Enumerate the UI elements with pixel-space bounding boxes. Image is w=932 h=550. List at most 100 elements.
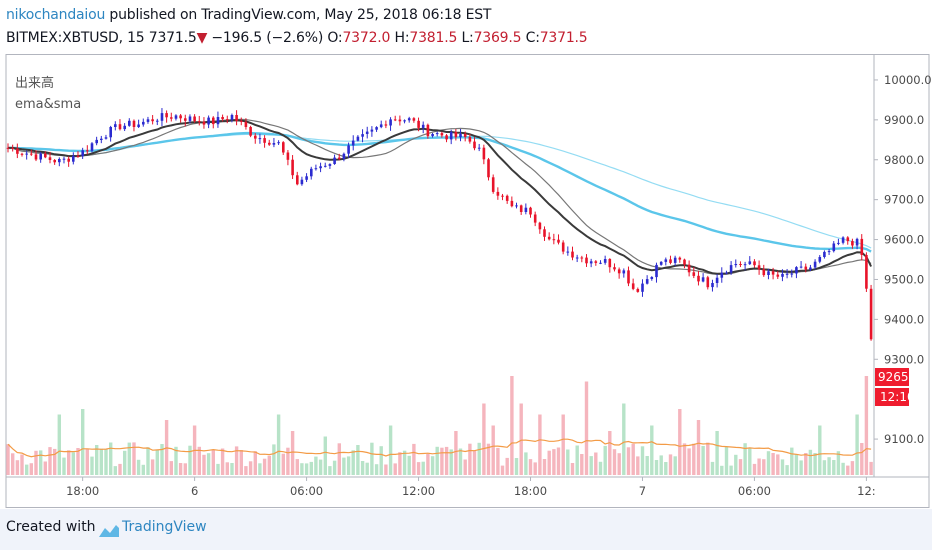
candle-down: [151, 119, 154, 122]
volume-bar: [645, 456, 649, 475]
candle-down: [393, 119, 397, 121]
candle-down: [771, 271, 775, 275]
candle-up: [435, 133, 439, 135]
candle-down: [48, 157, 52, 160]
volume-bar: [813, 453, 817, 475]
volume-bar: [202, 454, 206, 475]
candle-down: [67, 158, 70, 162]
volume-bar: [244, 466, 248, 475]
candle-down: [496, 191, 500, 196]
candle-up: [81, 150, 84, 157]
price-tick-label: 10000.0: [884, 73, 932, 87]
volume-bar: [328, 466, 332, 475]
candle-up: [477, 147, 481, 149]
candle-down: [557, 239, 560, 243]
candle-up: [767, 271, 770, 275]
candle-up: [314, 168, 318, 170]
volume-bar: [15, 460, 20, 475]
created-with-text: Created with: [6, 519, 96, 535]
timer-badge-text: 12:10: [880, 390, 915, 404]
volume-bar: [118, 463, 122, 475]
volume-bar: [430, 456, 435, 475]
candle-up: [403, 120, 406, 122]
volume-bar: [785, 465, 789, 475]
volume-bar: [309, 461, 313, 475]
volume-bar: [262, 458, 267, 475]
candle-up: [230, 115, 234, 120]
volume-bar: [337, 443, 341, 475]
last-price: 7371.5: [148, 30, 197, 46]
candle-up: [748, 261, 752, 265]
candle-up: [174, 115, 178, 119]
volume-bar: [220, 448, 225, 475]
price-chart[interactable]: 10000.0 9900.0 9800.0 9700.0 9600.0 9500.0 940…: [0, 54, 932, 509]
volume-bar: [808, 449, 813, 475]
tradingview-logo-icon[interactable]: [98, 524, 120, 538]
volume-bar: [440, 447, 444, 475]
high-value: 7381.5: [409, 30, 458, 46]
candle-down: [118, 124, 122, 130]
candle-down: [692, 272, 696, 276]
volume-bar: [510, 376, 514, 475]
price-tick-label: 9400.0: [884, 312, 924, 326]
chart-frame: [5, 54, 930, 508]
volume-bar: [477, 442, 481, 475]
candle-up: [515, 205, 518, 207]
volume-bar: [300, 463, 304, 475]
volume-bar: [20, 454, 24, 475]
candle-down: [34, 154, 38, 160]
candle-up: [356, 136, 360, 141]
candle-up: [310, 168, 313, 177]
low-label: L:: [461, 30, 474, 46]
price-badge-text: 9265.5: [878, 370, 920, 384]
candle-down: [170, 117, 173, 119]
candle-down: [468, 137, 472, 142]
volume-bar: [766, 451, 771, 475]
volume-bar: [463, 459, 467, 475]
volume-bar: [603, 445, 607, 475]
candle-up: [146, 119, 150, 122]
volume-bar: [556, 447, 561, 475]
tradingview-brand-link[interactable]: TradingView: [122, 519, 207, 535]
candle-up: [328, 164, 332, 166]
candle-down: [613, 267, 616, 270]
author-link[interactable]: nikochandaiou: [6, 7, 106, 23]
volume-bar: [533, 462, 537, 475]
candle-down: [491, 177, 495, 192]
volume-bar: [640, 446, 645, 475]
volume-bar: [398, 452, 402, 475]
candle-up: [715, 277, 719, 283]
volume-bar: [668, 454, 673, 475]
publish-line: nikochandaiou published on TradingView.c…: [6, 7, 491, 23]
candle-up: [216, 117, 220, 125]
candle-down: [753, 261, 756, 266]
time-tick-label: 06:00: [290, 484, 323, 498]
candle-down: [543, 229, 546, 237]
volume-bar: [631, 443, 635, 475]
candle-up: [641, 283, 644, 292]
volume-bar: [626, 447, 631, 475]
legend-indicator[interactable]: ema&sma: [15, 97, 81, 112]
volume-bar: [566, 449, 570, 475]
candle-up: [785, 273, 789, 275]
volume-bar: [794, 454, 799, 475]
volume-bar: [482, 403, 486, 475]
volume-bar: [650, 425, 654, 475]
volume-bar: [743, 443, 747, 475]
volume-bar: [570, 463, 575, 475]
candle-down: [244, 121, 248, 127]
candle-up: [725, 272, 728, 274]
legend-volume[interactable]: 出来高: [15, 75, 54, 91]
volume-bar: [622, 403, 626, 475]
candle-up: [277, 142, 280, 144]
candle-up: [795, 267, 798, 274]
volume-bar: [701, 446, 705, 475]
volume-bar: [524, 452, 528, 475]
volume-ma-path: [7, 438, 872, 458]
volume-bar: [864, 376, 869, 475]
volume-bar: [318, 459, 323, 475]
volume-bar: [724, 447, 729, 475]
volume-bar: [342, 457, 346, 475]
volume-bar: [85, 448, 89, 475]
volume-bar: [407, 455, 411, 475]
